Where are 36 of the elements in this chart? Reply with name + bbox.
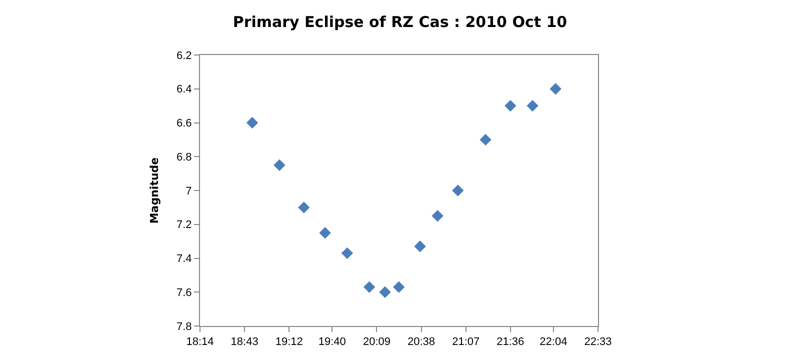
point (550, 83, 562, 95)
point (274, 159, 286, 171)
point (452, 184, 464, 196)
chart-title: Primary Eclipse of RZ Cas : 2010 Oct 10 (232, 12, 568, 31)
point (298, 202, 310, 214)
point (414, 240, 426, 252)
x-tick-label: 18:14 (186, 336, 214, 348)
point (393, 281, 405, 293)
y-tick-label: 7.4 (176, 253, 192, 266)
x-tick-label: 20:38 (408, 336, 436, 348)
point (432, 210, 444, 222)
x-tick-label: 19:12 (275, 336, 303, 348)
point (480, 134, 492, 146)
y-tick-label: 6.8 (176, 151, 192, 164)
point (341, 247, 354, 260)
y-tick-label: 6.6 (176, 118, 192, 130)
x-tick-label: 21:07 (452, 336, 480, 348)
y-tick-label: 7.6 (176, 286, 192, 299)
y-tick-label: 6.2 (176, 50, 192, 62)
x-tick-label: 18:43 (230, 336, 258, 348)
point (504, 100, 516, 112)
x-tick-label: 20:09 (362, 336, 390, 348)
y-axis-title: Magnitude (148, 157, 162, 224)
point (319, 226, 331, 239)
y-tick-label: 6.4 (176, 84, 192, 96)
y-tick-label: 7 (186, 185, 192, 198)
x-tick-label: 19:40 (318, 336, 346, 348)
point (379, 286, 391, 298)
point (526, 100, 538, 112)
point (246, 116, 258, 129)
x-tick-label: 22:33 (584, 336, 612, 348)
y-tick-label: 7.2 (176, 219, 192, 232)
x-tick-label: 21:36 (496, 336, 524, 348)
x-tick-label: 22:04 (540, 336, 568, 348)
point (363, 281, 376, 293)
y-tick-label: 7.8 (176, 320, 192, 333)
